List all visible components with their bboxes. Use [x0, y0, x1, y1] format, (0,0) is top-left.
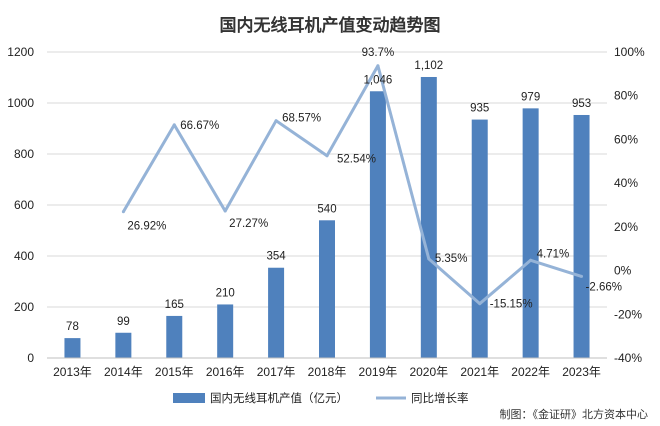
- left-axis-tick-label: 0: [27, 351, 34, 365]
- bar: [573, 114, 590, 358]
- bar: [319, 220, 335, 358]
- growth-rate-label: 66.67%: [180, 120, 219, 132]
- growth-rate-point: [580, 274, 584, 278]
- x-axis-tick-label: 2017年: [257, 365, 296, 379]
- bar-value-label: 540: [317, 203, 336, 215]
- bar: [64, 338, 81, 358]
- x-axis-tick-label: 2019年: [359, 365, 398, 379]
- bar-value-label: 979: [521, 91, 540, 103]
- growth-rate-point: [274, 119, 278, 123]
- bar-value-label: 165: [165, 299, 184, 311]
- right-axis-tick-label: -20%: [614, 307, 642, 321]
- x-axis-tick-label: 2022年: [511, 365, 550, 379]
- bar: [369, 91, 386, 359]
- x-axis-tick-label: 2014年: [104, 365, 143, 379]
- legend-bar-swatch: [173, 393, 205, 403]
- right-axis-tick-label: 0%: [614, 264, 632, 278]
- bar: [166, 315, 183, 358]
- chart-title: 国内无线耳机产值变动趋势图: [220, 15, 441, 36]
- growth-rate-label: 27.27%: [229, 218, 268, 230]
- right-axis-tick-label: 100%: [614, 45, 645, 59]
- bar: [217, 304, 234, 358]
- bar-value-label: 78: [66, 321, 79, 333]
- source-note: 制图：《金证研》北方资本中心: [500, 407, 649, 421]
- growth-rate-label: 5.35%: [435, 253, 468, 265]
- left-axis-tick-label: 600: [14, 198, 34, 212]
- legend-line-label: 同比增长率: [411, 391, 469, 405]
- growth-rate-point: [529, 258, 533, 262]
- growth-rate-label: 93.7%: [362, 47, 395, 59]
- left-axis-tick-label: 1000: [7, 96, 34, 110]
- x-axis-tick-label: 2023年: [562, 365, 601, 379]
- x-axis-tick-label: 2015年: [155, 365, 194, 379]
- growth-rate-line: [122, 64, 582, 306]
- growth-rate-label: 26.92%: [127, 221, 166, 233]
- right-axis-tick-label: -40%: [614, 351, 642, 365]
- x-axis-tick-label: 2016年: [206, 365, 245, 379]
- left-axis-tick-label: 400: [14, 249, 34, 263]
- growth-rate-label: 68.57%: [282, 113, 321, 125]
- growth-rate-point: [223, 209, 227, 213]
- line-series: [121, 64, 584, 306]
- growth-rate-point: [172, 123, 176, 127]
- bar-value-label: 935: [470, 103, 489, 115]
- growth-rate-label: -15.15%: [490, 299, 533, 311]
- left-axis-tick-label: 200: [14, 300, 34, 314]
- bar-value-label: 953: [572, 98, 591, 110]
- bar: [268, 267, 285, 358]
- bar-value-label: 210: [216, 287, 235, 299]
- bar: [420, 76, 437, 359]
- growth-rate-point: [427, 257, 431, 261]
- growth-rate-point: [376, 64, 380, 68]
- bar: [471, 119, 488, 358]
- x-axis-tick-label: 2013年: [53, 365, 92, 379]
- bar: [522, 108, 539, 358]
- growth-rate-point: [325, 154, 329, 158]
- bar-value-label: 99: [117, 316, 130, 328]
- legend-bar-label: 国内无线耳机产值（亿元）: [210, 391, 348, 405]
- axes: 0 200 400 600 800 1000 1200 -40% -20% 0% 20% 40% 60%…: [7, 45, 645, 379]
- bar-value-label: 354: [266, 251, 286, 263]
- bar-value-label: 1,046: [364, 74, 393, 86]
- bar-series: [64, 76, 590, 359]
- right-axis-tick-label: 80%: [614, 89, 638, 103]
- x-axis-tick-label: 2018年: [308, 365, 347, 379]
- bar-value-label: 1,102: [414, 60, 443, 72]
- left-axis-tick-label: 1200: [7, 45, 34, 59]
- left-axis-tick-label: 800: [14, 147, 34, 161]
- right-axis-tick-label: 40%: [614, 176, 638, 190]
- right-axis-tick-label: 60%: [614, 132, 638, 146]
- growth-rate-point: [121, 210, 125, 214]
- legend: 国内无线耳机产值（亿元） 同比增长率: [173, 391, 469, 405]
- data-labels: 78 99 165 210 354 540 1,046 1,102 935 979 953 26.92…: [66, 47, 622, 333]
- x-axis-tick-label: 2021年: [460, 365, 499, 379]
- growth-rate-point: [478, 302, 482, 306]
- growth-rate-label: 4.71%: [537, 248, 570, 260]
- x-axis-tick-label: 2020年: [409, 365, 448, 379]
- growth-rate-label: 52.54%: [337, 154, 376, 166]
- growth-rate-label: -2.66%: [586, 281, 622, 293]
- right-axis-tick-label: 20%: [614, 220, 638, 234]
- bar: [115, 332, 132, 358]
